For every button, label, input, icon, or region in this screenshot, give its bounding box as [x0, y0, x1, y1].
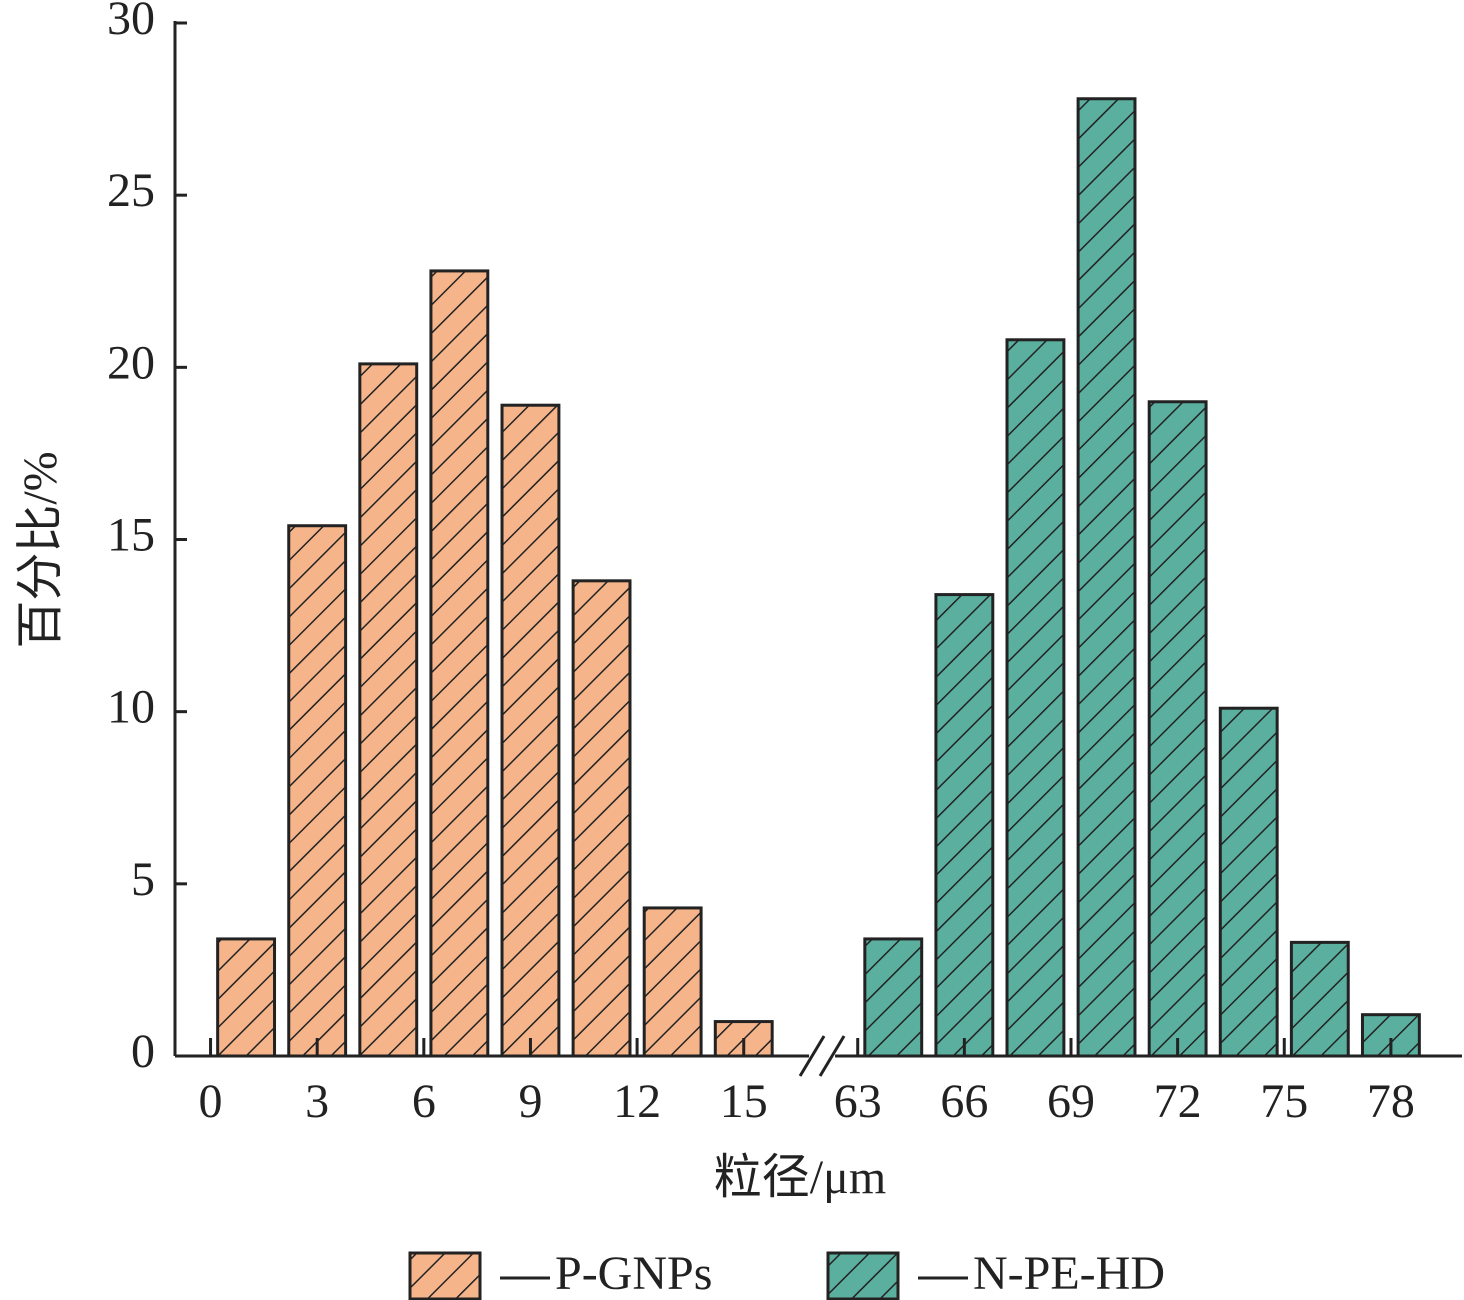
- x-tick-label: 0: [199, 1075, 223, 1128]
- x-tick-label: 9: [518, 1075, 542, 1128]
- bar: [863, 937, 924, 1058]
- y-tick-label: 30: [107, 0, 155, 45]
- x-tick-label: 6: [412, 1075, 436, 1128]
- axis-break: [818, 1035, 846, 1077]
- y-tick-label: 25: [107, 164, 155, 217]
- axis-break: [798, 1035, 826, 1077]
- bar: [1005, 338, 1066, 1058]
- x-tick-label: 72: [1154, 1075, 1202, 1128]
- x-tick-label: 3: [305, 1075, 329, 1128]
- y-tick-label: 15: [107, 509, 155, 562]
- x-tick-label: 69: [1047, 1075, 1095, 1128]
- bar: [642, 906, 703, 1058]
- legend-swatch: [408, 1251, 482, 1300]
- bar: [429, 269, 490, 1058]
- bar: [358, 362, 419, 1058]
- bar: [1147, 400, 1208, 1058]
- legend-label: P-GNPs: [555, 1247, 712, 1300]
- bar: [571, 579, 632, 1058]
- x-tick-label: 63: [834, 1075, 882, 1128]
- x-tick-label: 75: [1260, 1075, 1308, 1128]
- legend-label: N-PE-HD: [973, 1247, 1165, 1300]
- x-tick-label: 66: [940, 1075, 988, 1128]
- y-tick-label: 10: [107, 681, 155, 734]
- bar: [287, 524, 348, 1058]
- bar: [934, 593, 995, 1058]
- bar: [1218, 706, 1279, 1058]
- x-axis-label: 粒径/μm: [714, 1151, 886, 1204]
- bar: [500, 403, 561, 1058]
- y-tick-label: 5: [131, 853, 155, 906]
- bar: [216, 937, 277, 1058]
- bar: [1076, 97, 1137, 1058]
- y-axis-label: 百分比/%: [14, 451, 67, 648]
- x-tick-label: 78: [1367, 1075, 1415, 1128]
- x-tick-label: 12: [613, 1075, 661, 1128]
- legend-swatch: [826, 1251, 900, 1300]
- y-tick-label: 0: [131, 1025, 155, 1078]
- y-tick-label: 20: [107, 336, 155, 389]
- x-tick-label: 15: [720, 1075, 768, 1128]
- bar: [1289, 940, 1350, 1058]
